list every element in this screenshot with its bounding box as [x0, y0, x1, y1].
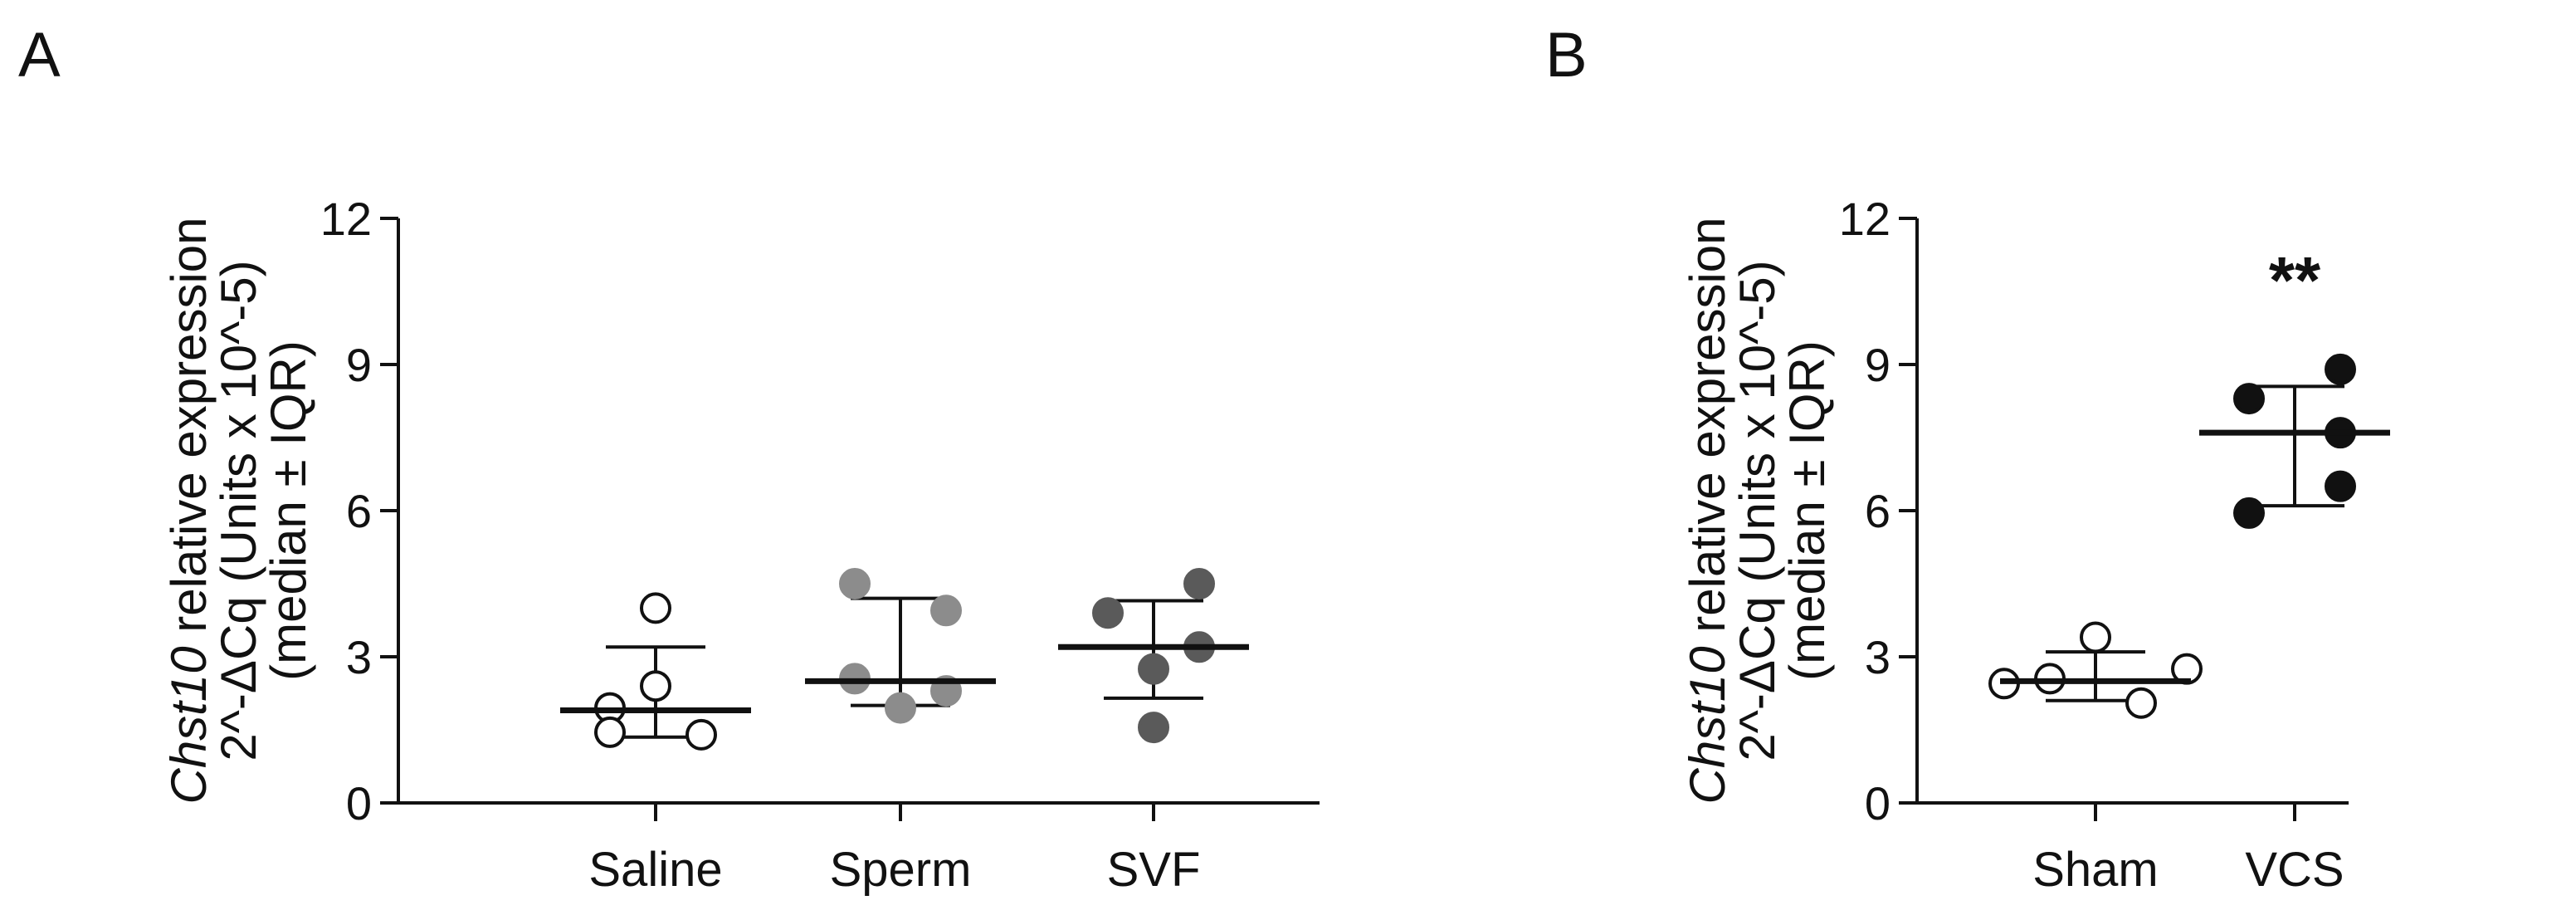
data-point — [2233, 383, 2265, 415]
y-tick-label: 9 — [346, 339, 372, 391]
data-point — [885, 692, 916, 724]
data-point — [594, 716, 626, 748]
series-vcs — [2199, 353, 2390, 529]
y-axis-label-line3: (median ± IQR) — [1779, 340, 1835, 681]
data-point — [2233, 497, 2265, 529]
y-axis-label-line1: Chst10 relative expression — [1680, 217, 1735, 804]
y-axis-label-line1: Chst10 relative expression — [161, 217, 217, 804]
significance-mark: ** — [2269, 243, 2321, 317]
data-point — [1092, 597, 1124, 629]
data-point — [2325, 470, 2356, 502]
data-point — [685, 718, 717, 751]
series-saline — [560, 592, 751, 751]
y-axis-label-gene: Chst10 — [1680, 646, 1735, 804]
y-tick-label: 6 — [1865, 485, 1891, 537]
data-point — [2325, 353, 2356, 385]
panel-a-letter: A — [18, 20, 61, 91]
y-tick-label: 6 — [346, 485, 372, 537]
series-sperm — [805, 568, 996, 724]
y-axis-label-line2: 2^-ΔCq (Units x 10^-5) — [1730, 260, 1785, 761]
data-point — [1138, 712, 1169, 744]
y-tick-label: 9 — [1865, 339, 1891, 391]
series-svf — [1058, 568, 1249, 744]
x-tick-label: Sperm — [830, 843, 972, 897]
data-point — [2080, 621, 2111, 653]
y-axis-label-rest: relative expression — [161, 217, 217, 646]
x-tick-label: Saline — [588, 843, 722, 897]
y-tick-label: 0 — [1865, 777, 1891, 829]
data-point — [1183, 568, 1215, 599]
series-sham — [1988, 621, 2203, 719]
data-point — [2125, 687, 2157, 719]
y-tick-label: 0 — [346, 777, 372, 829]
y-axis-label-gene: Chst10 — [161, 646, 217, 804]
y-axis-label-line3: (median ± IQR) — [261, 340, 316, 681]
panel-b: B 0 3 6 9 12 Sham VCS ** Chst10 relative express… — [1545, 20, 2390, 897]
y-axis-label-line2: 2^-ΔCq (Units x 10^-5) — [211, 260, 266, 761]
y-tick-label: 12 — [320, 193, 372, 245]
y-tick-label: 3 — [1865, 631, 1891, 683]
data-point — [839, 568, 871, 599]
y-tick-label: 3 — [346, 631, 372, 683]
y-tick-label: 12 — [1839, 193, 1891, 245]
data-point — [640, 592, 671, 624]
data-point — [1138, 653, 1169, 685]
x-tick-label: SVF — [1107, 843, 1201, 897]
data-point — [930, 595, 962, 627]
panel-b-letter: B — [1545, 20, 1588, 91]
data-point — [640, 670, 671, 702]
x-tick-label: Sham — [2032, 843, 2159, 897]
panel-a: A 0 3 6 9 12 Saline Sperm SVF Chst10 relative ex… — [18, 20, 1320, 897]
y-axis-label-rest: relative expression — [1680, 217, 1735, 646]
x-tick-label: VCS — [2245, 843, 2344, 897]
